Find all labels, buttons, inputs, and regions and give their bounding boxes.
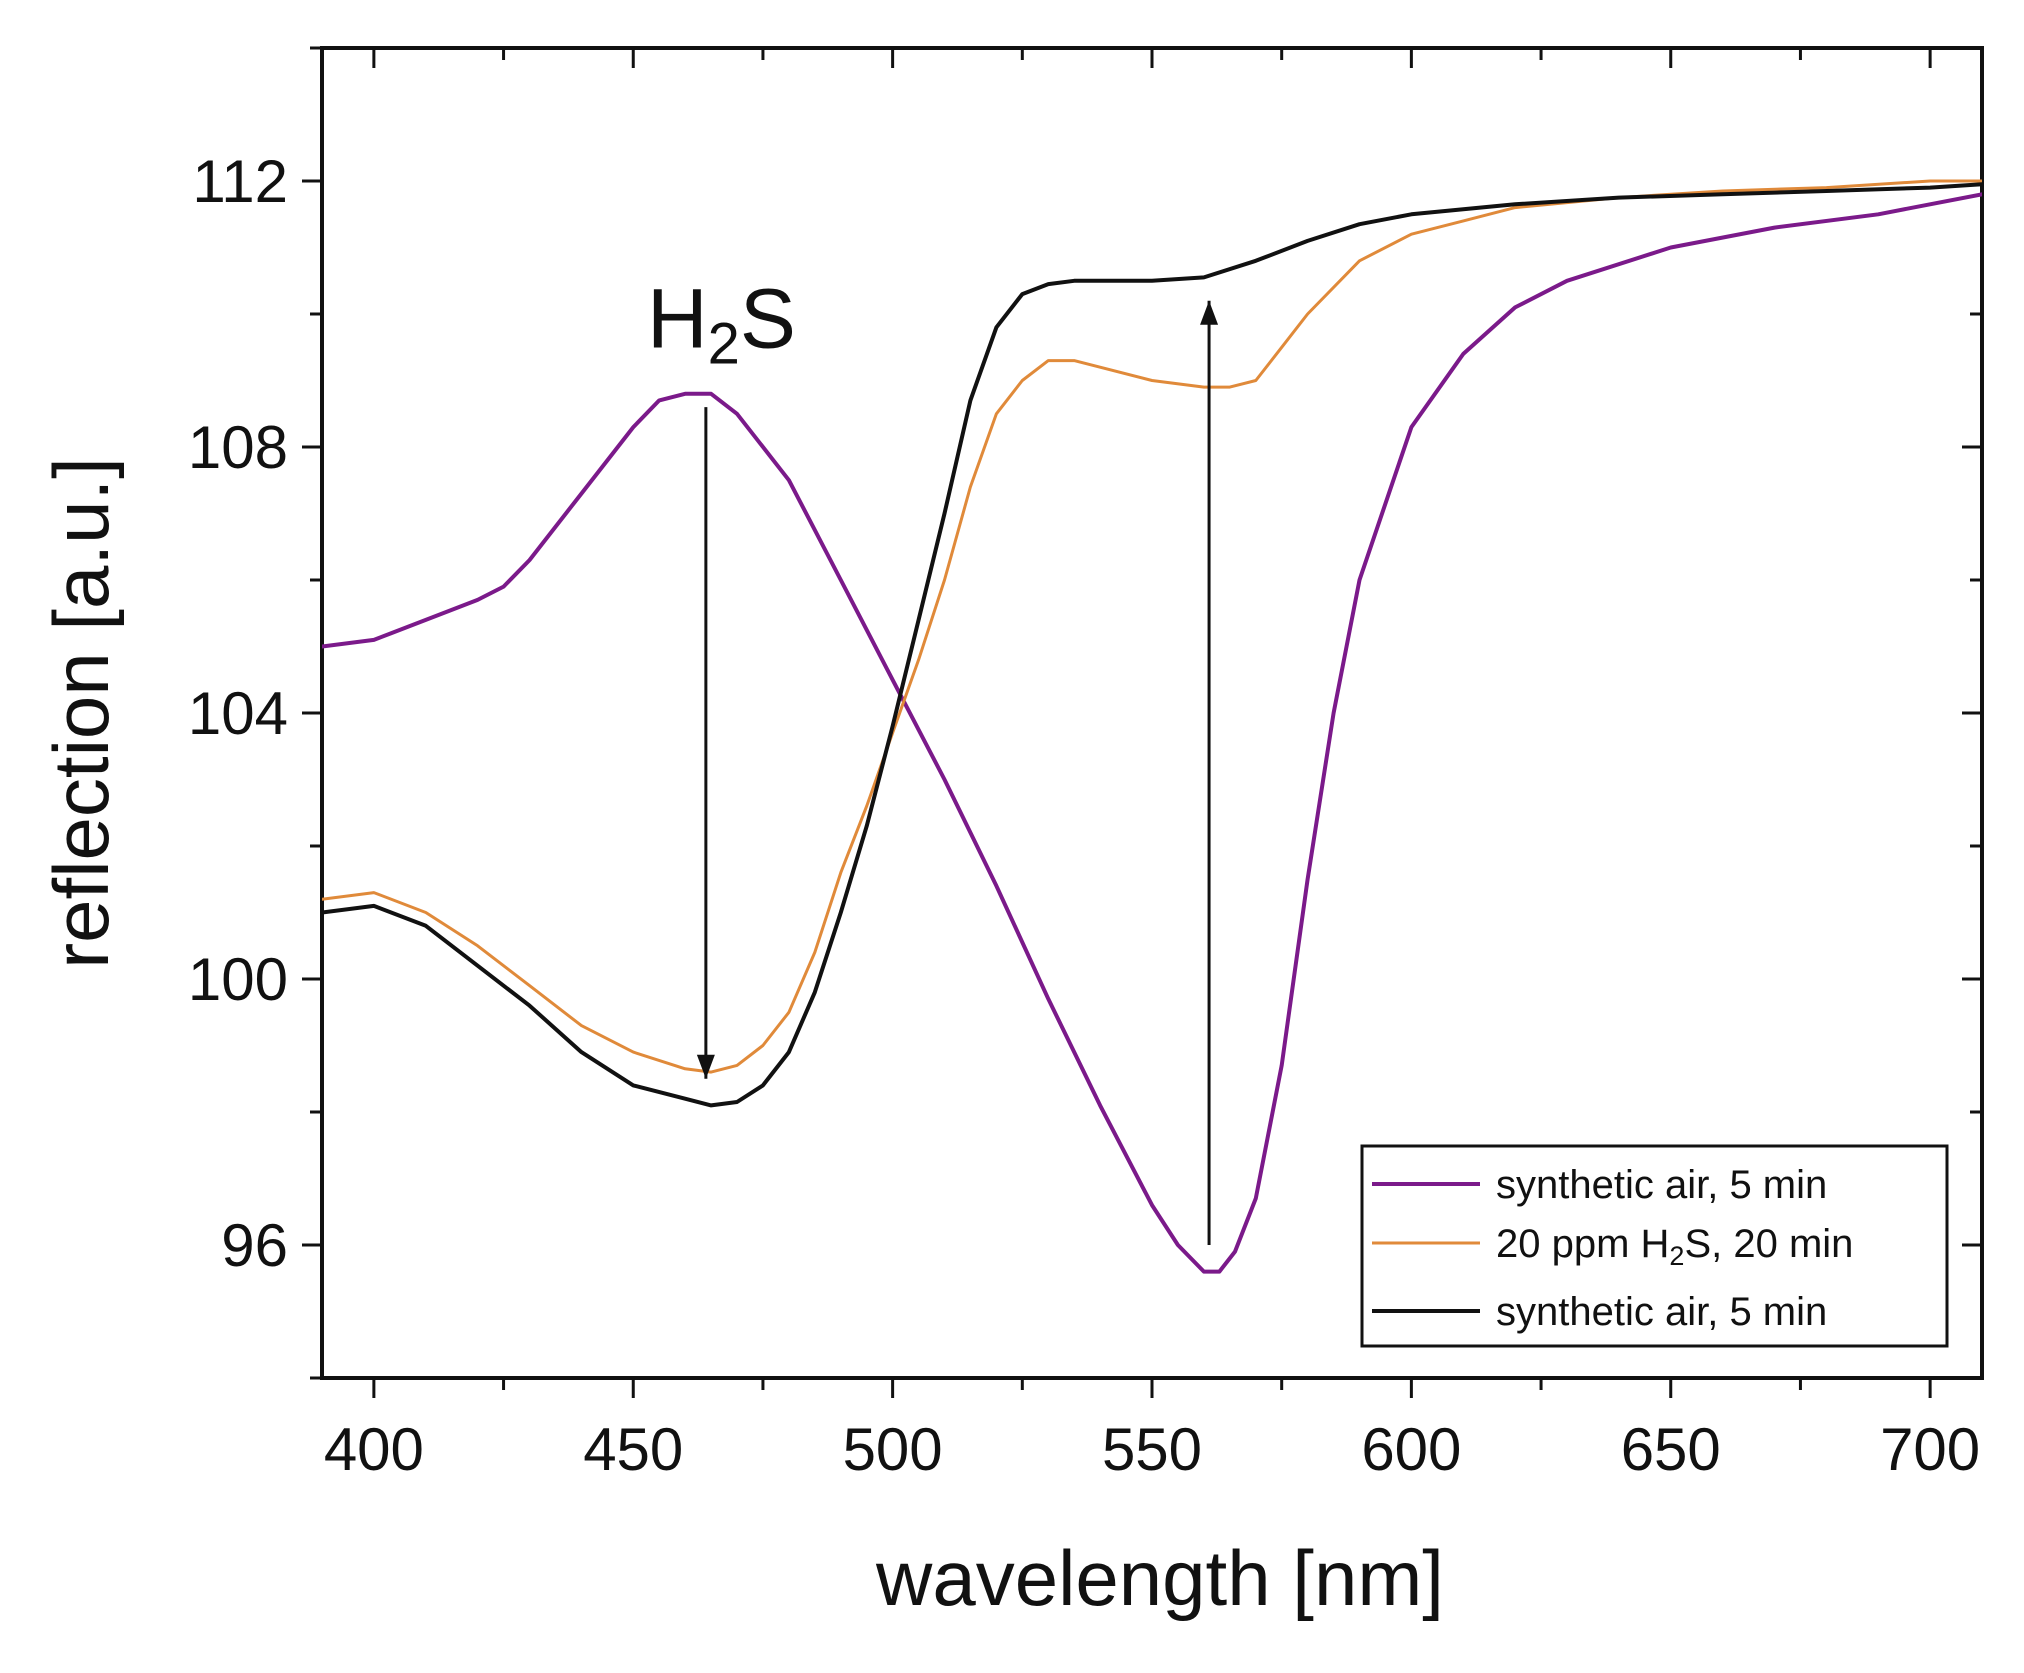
x-tick-label-0: 400 <box>324 1416 424 1483</box>
legend: synthetic air, 5 min 20 ppm H2S, 20 min … <box>1360 1144 1949 1348</box>
x-axis-title: wavelength [nm] <box>875 1534 1444 1622</box>
legend-label-0: synthetic air, 5 min <box>1496 1163 1827 1207</box>
h2s-annotation-text: H <box>647 271 708 365</box>
x-tick-labels: 400 450 500 550 600 650 700 <box>324 1416 1980 1483</box>
y-tick-label-1: 100 <box>188 946 288 1013</box>
arrow-head-1 <box>1200 300 1219 325</box>
x-tick-label-5: 650 <box>1621 1416 1721 1483</box>
series-line-2 <box>322 182 1982 1108</box>
arrow-head-0 <box>696 1054 715 1079</box>
legend-label-1-suffix: S, 20 min <box>1684 1222 1853 1266</box>
series-line-0 <box>322 192 1982 1274</box>
h2s-annotation: H2S <box>647 271 796 376</box>
arrow-annotations <box>696 300 1219 1245</box>
y-tick-labels: 96 100 104 108 112 <box>188 148 288 1279</box>
legend-label-1: 20 ppm H2S, 20 min <box>1496 1222 1853 1271</box>
y-tick-label-3: 108 <box>188 414 288 481</box>
legend-label-1-text: 20 ppm H <box>1496 1222 1669 1266</box>
x-tick-label-1: 450 <box>583 1416 683 1483</box>
x-tick-label-2: 500 <box>843 1416 943 1483</box>
y-axis-title: reflection [a.u.] <box>37 457 125 969</box>
y-tick-label-4: 112 <box>192 148 288 215</box>
x-tick-label-4: 600 <box>1361 1416 1461 1483</box>
series-line-1 <box>322 179 1982 1074</box>
y-tick-label-0: 96 <box>221 1212 288 1279</box>
h2s-annotation-suffix: S <box>740 271 796 365</box>
x-tick-label-6: 700 <box>1880 1416 1980 1483</box>
legend-label-1-subscript: 2 <box>1669 1241 1684 1271</box>
x-tick-label-3: 550 <box>1102 1416 1202 1483</box>
legend-label-2: synthetic air, 5 min <box>1496 1290 1827 1334</box>
series-layer <box>322 179 1982 1274</box>
h2s-annotation-subscript: 2 <box>708 311 740 376</box>
y-tick-label-2: 104 <box>188 680 288 747</box>
axis-ticks <box>302 46 1982 1398</box>
